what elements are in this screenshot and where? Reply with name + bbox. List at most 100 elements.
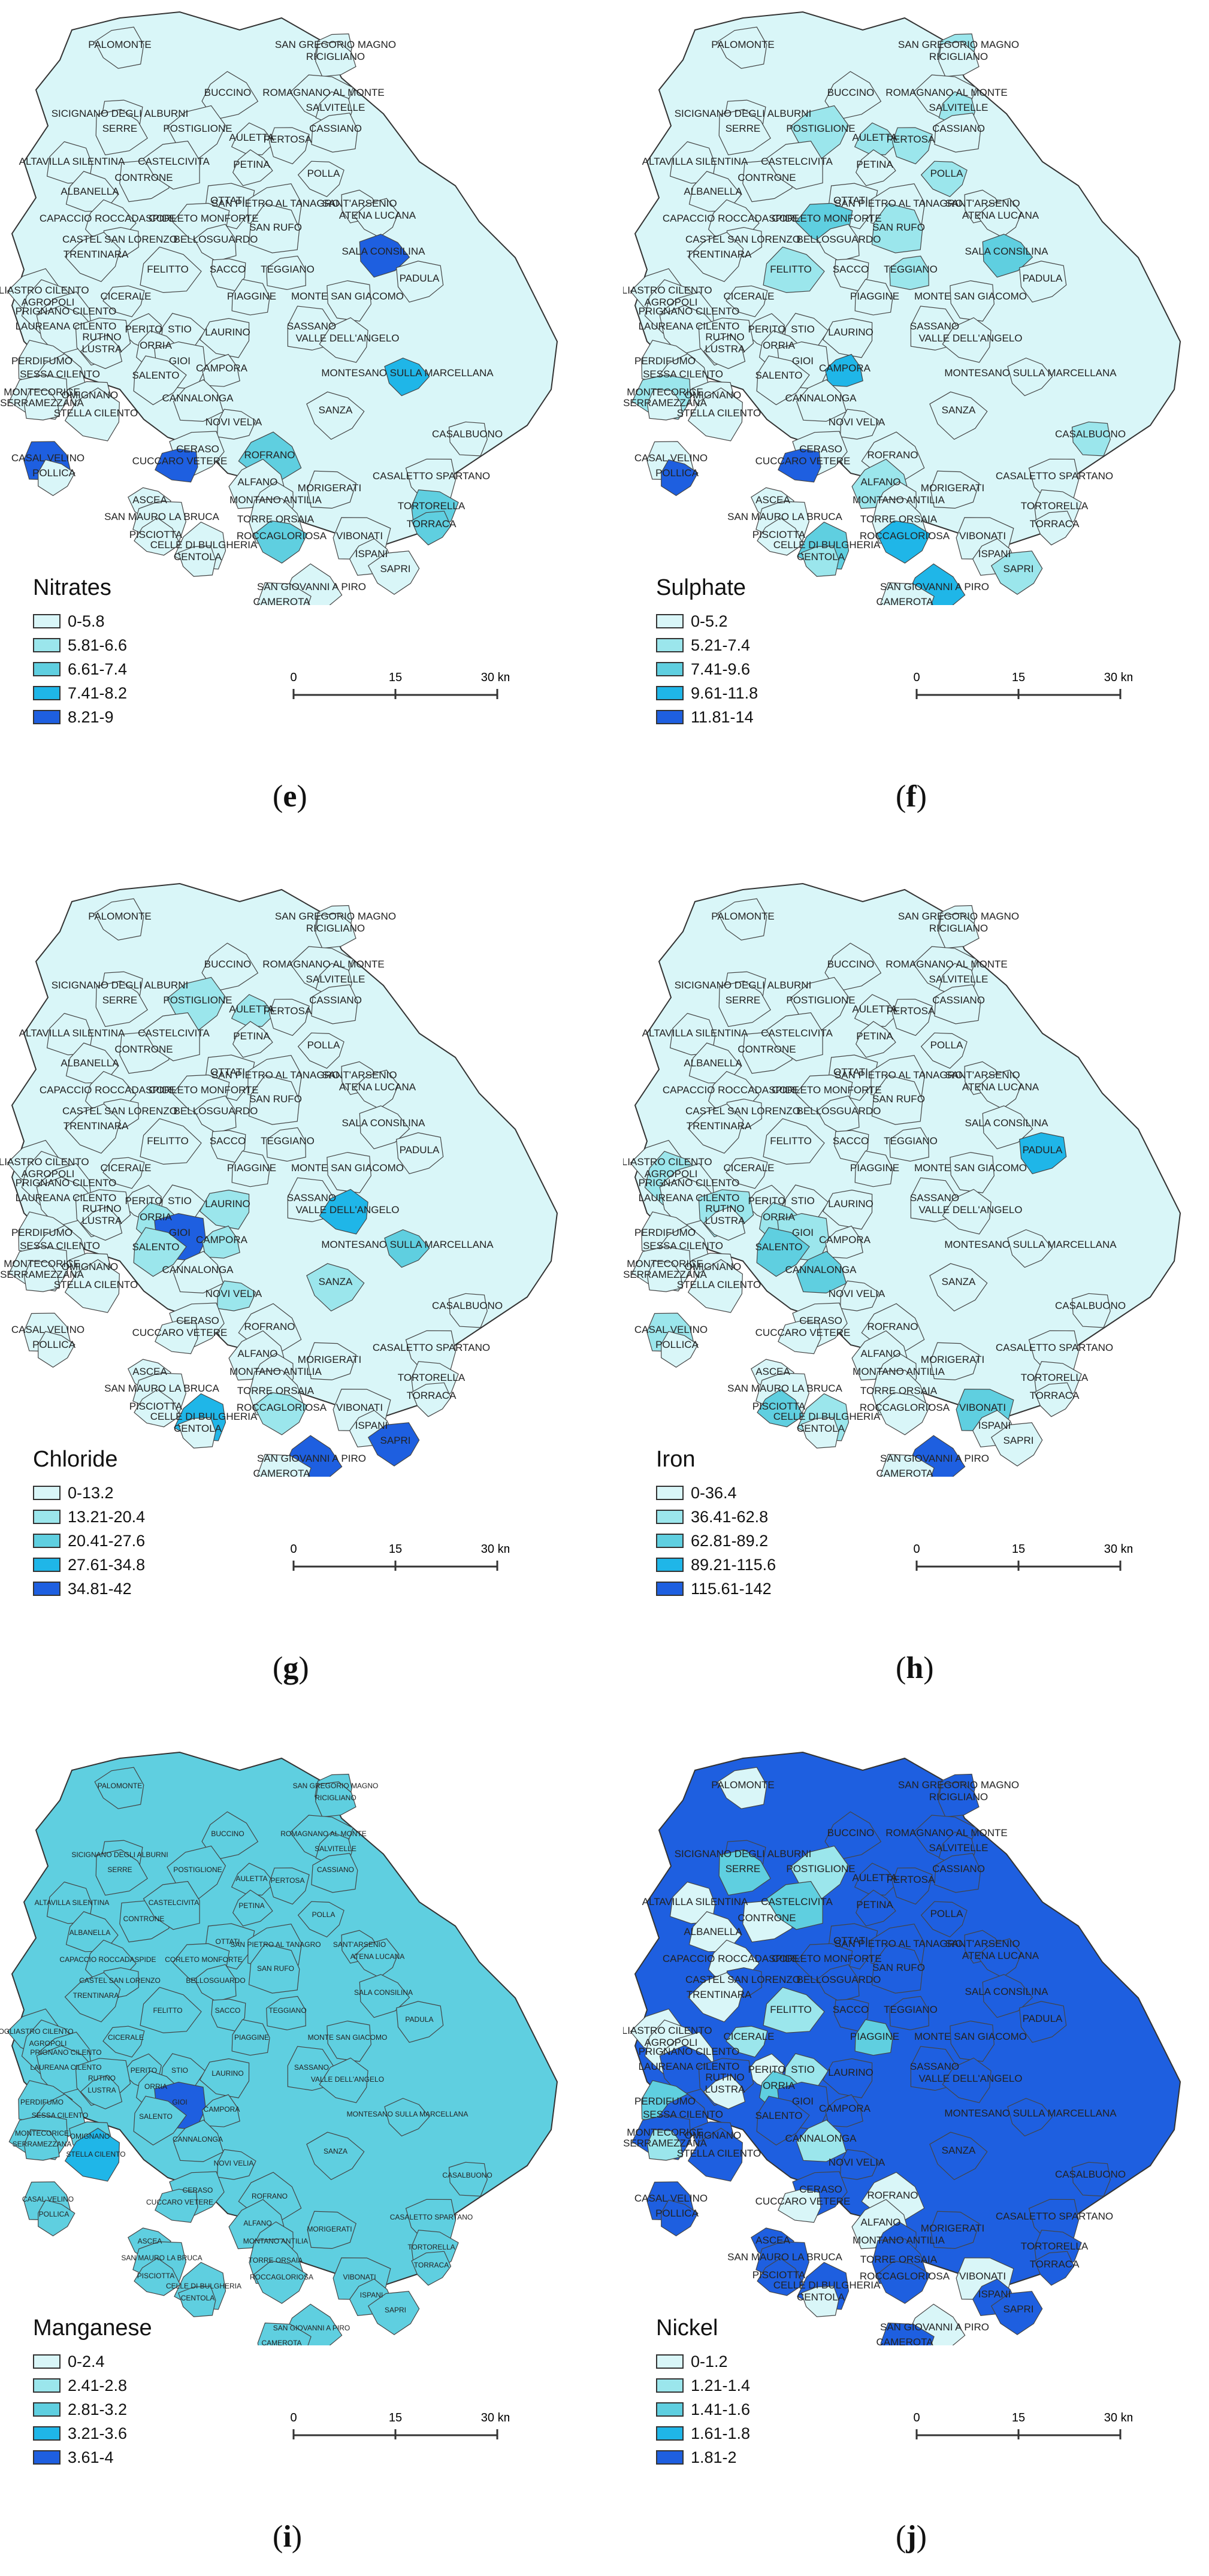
municipality-label: CORLETO MONFORTE [772, 213, 882, 224]
municipality-area [367, 1422, 420, 1467]
legend-swatch [656, 614, 684, 628]
municipality-area [880, 2322, 935, 2345]
municipality-label: POLLICA [655, 2208, 699, 2219]
municipality-area [102, 2025, 145, 2058]
municipality-area [307, 470, 357, 509]
municipality-label: SAPRI [380, 563, 410, 575]
municipality-label: MONTANO ANTILIA [853, 494, 945, 506]
legend-swatch [33, 662, 61, 676]
legend-label: 0-1.2 [691, 2352, 728, 2371]
municipality-label: ROCCAGLORIOSA [237, 530, 327, 542]
municipality-area [199, 318, 250, 358]
municipality-label: STELLA CILENTO [54, 1279, 138, 1290]
municipality-area [876, 2260, 931, 2304]
municipality-label: CANNALONGA [162, 1264, 234, 1275]
municipality-label: PIAGGINE [850, 1162, 899, 1174]
municipality-label: TEGGIANO [261, 264, 315, 275]
map-panel-e: SAN GREGORIO MAGNO RICIGLIANO PALOMONTE BUC… [0, 0, 604, 836]
municipality-area [977, 198, 1022, 238]
municipality-label: OMIGNANO [685, 1261, 741, 1272]
municipality-label: SERRE [102, 123, 138, 134]
municipality-label: PADULA [400, 1144, 440, 1156]
municipality-label: CASALBUONO [432, 428, 503, 440]
municipality-label: PISCIOTTA [129, 1401, 183, 1412]
municipality-label: ORRIA [763, 2080, 796, 2091]
municipality-area [311, 984, 358, 1024]
municipality-label: ISPANI [978, 548, 1011, 560]
municipality-label: CERASO [799, 2184, 842, 2195]
municipality-label: STELLA CILENTO [677, 2148, 761, 2159]
municipality-label: ROFRANO [244, 1321, 295, 1332]
municipality-label: TRENTINARA [687, 1989, 752, 2000]
municipality-area [1034, 1382, 1075, 1417]
scale-label: 30 km [1104, 671, 1132, 684]
legend-label: 1.21-1.4 [691, 2376, 751, 2394]
municipality-label: AGROPOLI [645, 1168, 698, 1180]
municipality-area [1071, 421, 1111, 456]
municipality-label: SACCO [210, 1135, 246, 1147]
municipality-label: SAN GREGORIO MAGNO [898, 911, 1019, 922]
municipality-label: MONTANO ANTILIA [243, 2237, 308, 2245]
scale-label: 30 km [1104, 2411, 1132, 2424]
municipality-label: MONTE SAN GIACOMO [914, 1162, 1027, 1174]
municipality-label: CORLETO MONFORTE [149, 213, 259, 224]
municipality-label: GIOI [169, 1227, 191, 1238]
municipality-label: ROMAGNANO AL MONTE [885, 959, 1007, 970]
municipality-area [1071, 2161, 1111, 2197]
municipality-label: MONTECORICE [627, 386, 703, 398]
municipality-label: SALA CONSILINA [965, 246, 1049, 257]
municipality-label: SAPRI [385, 2306, 406, 2314]
municipality-label: SALA CONSILINA [965, 1986, 1049, 1997]
municipality-label: TORTORELLA [398, 1372, 466, 1383]
legend-title: Manganese [33, 2315, 152, 2341]
municipality-area [929, 2131, 988, 2181]
municipality-area [143, 140, 200, 190]
municipality-label: CASSIANO [317, 1866, 354, 1874]
municipality-area [266, 255, 306, 291]
municipality-area [661, 459, 699, 497]
municipality-label: ROMAGNANO AL MONTE [262, 959, 384, 970]
municipality-area [1019, 1132, 1067, 1174]
municipality-label: VIBONATI [959, 1402, 1006, 1413]
municipality-area [232, 1021, 273, 1058]
municipality-area [726, 285, 768, 318]
municipality-area [817, 1095, 860, 1133]
scale-label: 30 km [481, 1543, 509, 1556]
municipality-label: ROFRANO [244, 449, 295, 461]
municipality-area [840, 1280, 879, 1311]
municipality-area [396, 1132, 444, 1174]
municipality-area [327, 1151, 371, 1193]
panel-label: (e) [273, 779, 307, 814]
legend-swatch [33, 710, 61, 724]
municipality-area [319, 1189, 368, 1235]
municipality-area [95, 1849, 148, 1896]
municipality-label: PIAGGINE [227, 291, 276, 302]
municipality-area [201, 1225, 240, 1259]
municipality-label: SAN RUFO [249, 1093, 302, 1105]
municipality-label: CICERALE [100, 291, 151, 302]
municipality-label: OMIGNANO [685, 2130, 741, 2141]
legend-swatch [656, 686, 684, 700]
municipality-label: MONTANO ANTILIA [229, 494, 322, 506]
municipality-label: LUSTRA [81, 1215, 122, 1226]
municipality-area [824, 2094, 863, 2127]
municipality-area [854, 1150, 893, 1187]
municipality-label: OMIGNANO [62, 389, 118, 401]
municipality-area [934, 113, 981, 153]
municipality-area [822, 2058, 873, 2099]
municipality-label: CAMEROTA [876, 2336, 933, 2345]
municipality-label: ORRIA [763, 1211, 796, 1223]
municipality-label: LAURINO [211, 2069, 243, 2078]
municipality-label: MONTECORICE [4, 1258, 80, 1269]
municipality-label: CAMPORA [819, 362, 871, 374]
municipality-area [990, 2291, 1043, 2335]
municipality-area [801, 1417, 839, 1449]
municipality-area [396, 261, 444, 303]
municipality-area [763, 1118, 825, 1165]
municipality-area [64, 1103, 121, 1154]
legend: Nitrates 0-5.8 5.81-6.6 6.61-7.4 7.41-8.2 8.2… [33, 575, 127, 729]
municipality-area [178, 545, 216, 577]
municipality-area [327, 2020, 371, 2062]
municipality-label: CASALETTO SPARTANO [996, 1342, 1113, 1353]
